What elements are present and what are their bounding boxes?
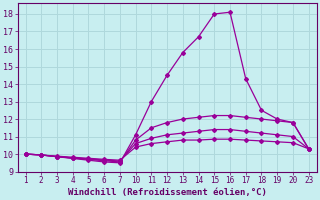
X-axis label: Windchill (Refroidissement éolien,°C): Windchill (Refroidissement éolien,°C) xyxy=(68,188,267,197)
